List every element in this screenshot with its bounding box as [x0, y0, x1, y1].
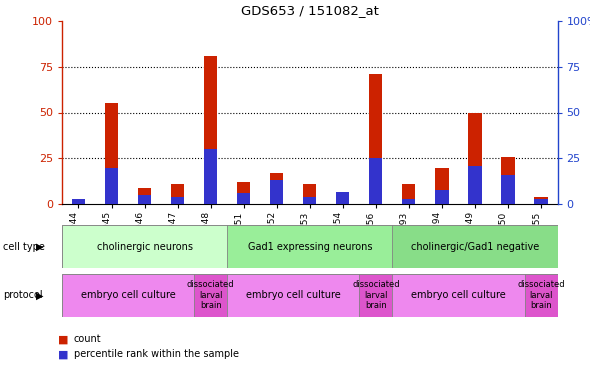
- Bar: [435, 168, 448, 204]
- Text: embryo cell culture: embryo cell culture: [411, 290, 506, 300]
- Bar: [62, 225, 227, 268]
- Text: cholinergic/Gad1 negative: cholinergic/Gad1 negative: [411, 242, 539, 252]
- Title: GDS653 / 151082_at: GDS653 / 151082_at: [241, 4, 379, 16]
- Text: ■: ■: [58, 350, 69, 359]
- Text: ▶: ▶: [37, 242, 44, 252]
- Bar: [105, 104, 118, 204]
- Bar: [227, 225, 392, 268]
- Text: protocol: protocol: [3, 290, 42, 300]
- Bar: [392, 274, 525, 317]
- Bar: [502, 157, 514, 204]
- Bar: [194, 274, 227, 317]
- Bar: [227, 274, 359, 317]
- Text: embryo cell culture: embryo cell culture: [81, 290, 175, 300]
- Bar: [138, 195, 151, 204]
- Text: cell type: cell type: [3, 242, 45, 252]
- Text: ▶: ▶: [37, 290, 44, 300]
- Text: ■: ■: [58, 334, 69, 344]
- Bar: [138, 188, 151, 204]
- Bar: [204, 149, 217, 204]
- Bar: [369, 159, 382, 204]
- Bar: [237, 182, 250, 204]
- Bar: [435, 190, 448, 204]
- Bar: [502, 175, 514, 204]
- Bar: [392, 225, 558, 268]
- Bar: [237, 194, 250, 204]
- Bar: [105, 168, 118, 204]
- Bar: [270, 180, 283, 204]
- Text: percentile rank within the sample: percentile rank within the sample: [74, 350, 239, 359]
- Bar: [72, 199, 85, 204]
- Text: embryo cell culture: embryo cell culture: [246, 290, 340, 300]
- Text: dissociated
larval
brain: dissociated larval brain: [187, 280, 234, 310]
- Text: Gad1 expressing neurons: Gad1 expressing neurons: [247, 242, 372, 252]
- Bar: [468, 112, 481, 204]
- Text: cholinergic neurons: cholinergic neurons: [97, 242, 192, 252]
- Bar: [171, 184, 184, 204]
- Bar: [402, 199, 415, 204]
- Bar: [525, 274, 558, 317]
- Bar: [336, 192, 349, 204]
- Text: dissociated
larval
brain: dissociated larval brain: [517, 280, 565, 310]
- Bar: [535, 197, 548, 204]
- Bar: [535, 199, 548, 204]
- Bar: [402, 184, 415, 204]
- Bar: [303, 197, 316, 204]
- Bar: [369, 74, 382, 204]
- Bar: [303, 184, 316, 204]
- Bar: [171, 197, 184, 204]
- Bar: [204, 56, 217, 204]
- Bar: [468, 166, 481, 204]
- Bar: [72, 201, 85, 204]
- Bar: [359, 274, 392, 317]
- Text: dissociated
larval
brain: dissociated larval brain: [352, 280, 399, 310]
- Bar: [270, 173, 283, 204]
- Bar: [62, 274, 194, 317]
- Bar: [336, 194, 349, 204]
- Text: count: count: [74, 334, 101, 344]
